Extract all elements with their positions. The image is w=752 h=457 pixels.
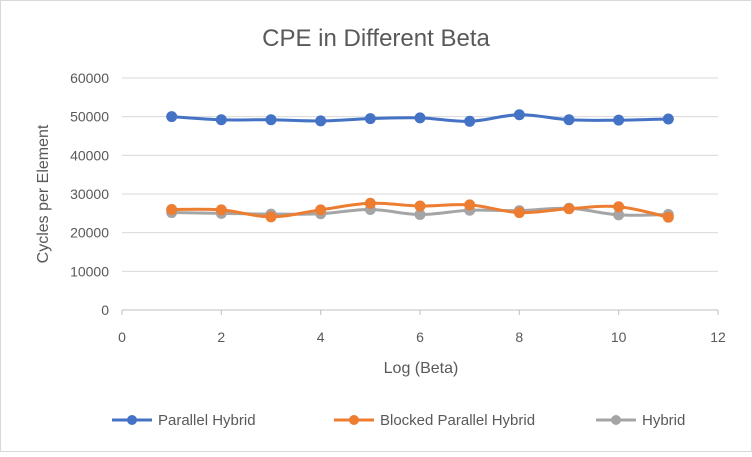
data-point [613,201,625,213]
data-point [464,199,476,211]
x-tick-label: 8 [515,329,523,345]
data-point [315,115,327,127]
data-point [662,211,674,223]
x-axis-title: Log (Beta) [384,360,459,377]
legend-item-blocked-parallel-hybrid: Blocked Parallel Hybrid [334,412,535,429]
data-point [513,207,525,219]
y-tick-label: 20000 [70,225,109,241]
data-point [265,211,277,223]
series-parallel-hybrid [166,109,674,127]
legend-swatch-marker [611,415,621,425]
data-point [265,114,277,126]
data-point [166,203,178,215]
data-point [662,113,674,125]
legend-label: Hybrid [642,412,685,429]
y-tick-label: 60000 [70,70,109,86]
data-point [364,113,376,125]
x-tick-label: 4 [317,329,325,345]
y-tick-label: 50000 [70,109,109,125]
data-point [613,114,625,126]
legend-item-hybrid: Hybrid [596,412,685,429]
y-tick-label: 40000 [70,147,109,163]
legend-swatch-marker [349,415,359,425]
x-tick-label: 2 [217,329,225,345]
y-tick-label: 0 [101,302,109,318]
data-point [166,111,178,123]
data-point [315,204,327,216]
data-point [513,109,525,121]
legend-label: Parallel Hybrid [158,412,256,429]
legend-item-parallel-hybrid: Parallel Hybrid [112,412,256,429]
x-tick-label: 6 [416,329,424,345]
legend-swatch-marker [127,415,137,425]
y-tick-label: 10000 [70,263,109,279]
data-point [414,200,426,212]
x-tick-label: 0 [118,329,126,345]
legend-label: Blocked Parallel Hybrid [380,412,535,429]
data-point [215,204,227,216]
data-point [364,197,376,209]
data-point [563,203,575,215]
y-tick-label: 30000 [70,186,109,202]
chart-title: CPE in Different Beta [262,25,490,52]
x-tick-label: 10 [611,329,627,345]
x-tick-label: 12 [710,329,726,345]
legend: Parallel Hybrid Blocked Parallel Hybrid Hy… [112,412,685,429]
axes: 0 10000 20000 30000 40000 50000 60000 0 2 4 6 8 10 12 [70,70,726,345]
series-layer [166,109,674,223]
data-point [215,114,227,126]
y-axis-title: Cycles per Element [35,124,52,263]
data-point [563,114,575,126]
data-point [414,112,426,124]
series-blocked-parallel-hybrid [166,197,674,223]
data-point [464,115,476,127]
